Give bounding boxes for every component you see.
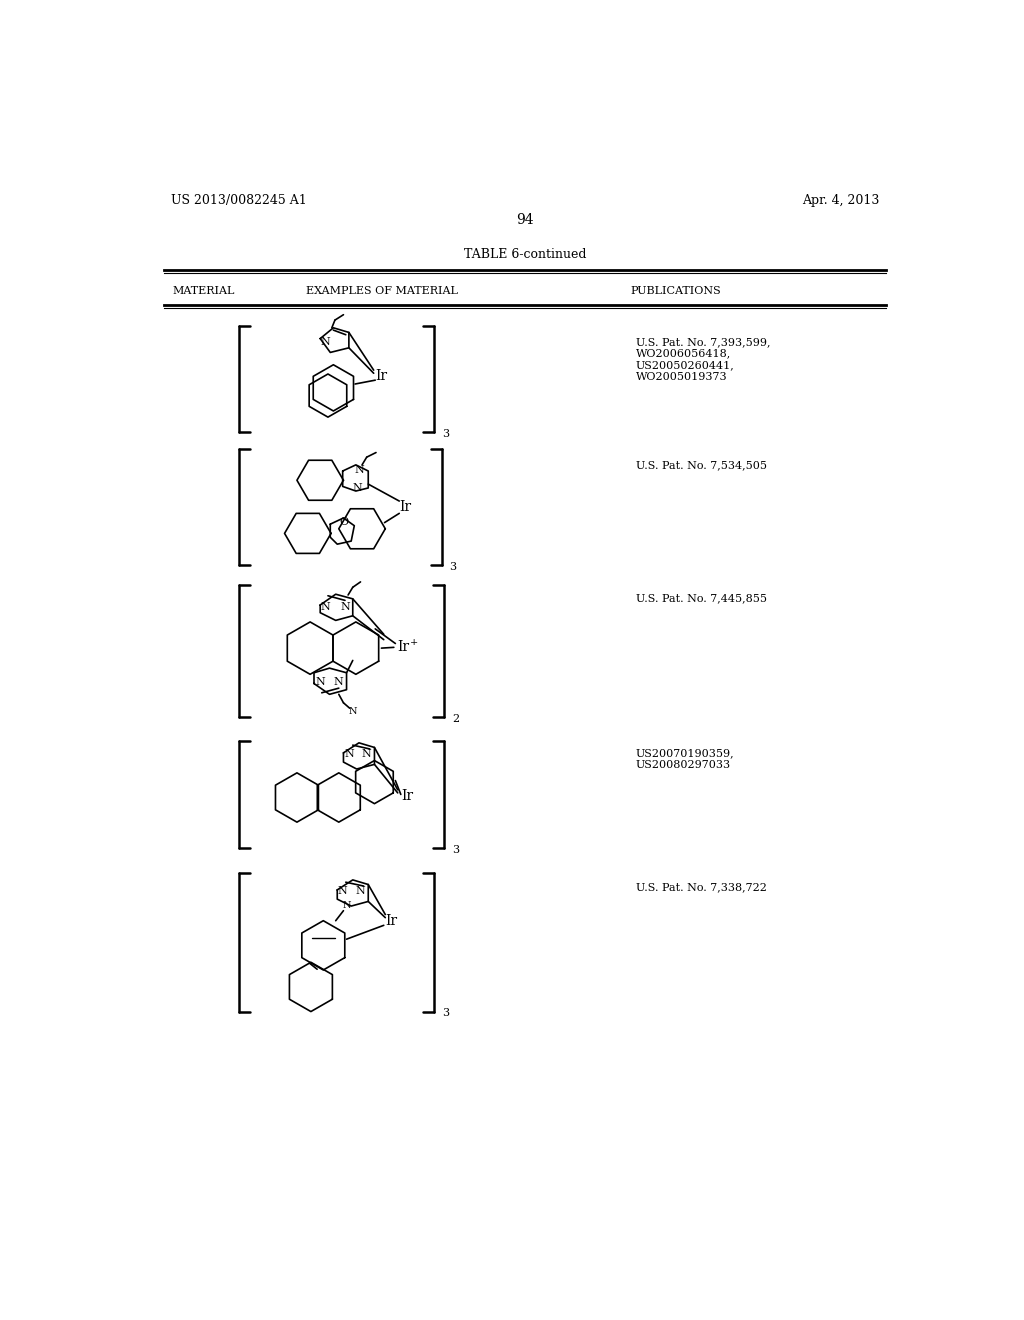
- Text: +: +: [410, 639, 418, 647]
- Text: N: N: [344, 750, 353, 759]
- Text: U.S. Pat. No. 7,393,599,
WO2006056418,
US20050260441,
WO2005019373: U.S. Pat. No. 7,393,599, WO2006056418, U…: [636, 337, 770, 381]
- Text: 3: 3: [442, 429, 449, 440]
- Text: Ir: Ir: [376, 370, 387, 383]
- Text: N: N: [334, 677, 344, 686]
- Text: US 2013/0082245 A1: US 2013/0082245 A1: [171, 194, 306, 207]
- Text: O: O: [340, 517, 349, 527]
- Text: US20070190359,
US20080297033: US20070190359, US20080297033: [636, 748, 734, 770]
- Text: 3: 3: [452, 845, 459, 855]
- Text: 2: 2: [452, 714, 459, 725]
- Text: 3: 3: [442, 1008, 449, 1019]
- Text: U.S. Pat. No. 7,445,855: U.S. Pat. No. 7,445,855: [636, 594, 767, 603]
- Text: N: N: [321, 602, 331, 612]
- Text: 3: 3: [450, 562, 457, 572]
- Text: N: N: [352, 483, 362, 492]
- Text: N: N: [315, 677, 325, 686]
- Text: N: N: [355, 887, 366, 896]
- Text: U.S. Pat. No. 7,338,722: U.S. Pat. No. 7,338,722: [636, 882, 767, 892]
- Text: MATERIAL: MATERIAL: [173, 286, 236, 296]
- Text: Ir: Ir: [397, 640, 410, 655]
- Text: N: N: [354, 465, 364, 475]
- Text: N: N: [338, 887, 347, 896]
- Text: EXAMPLES OF MATERIAL: EXAMPLES OF MATERIAL: [306, 286, 458, 296]
- Text: N: N: [361, 750, 372, 759]
- Text: N: N: [348, 706, 357, 715]
- Text: Ir: Ir: [399, 500, 412, 515]
- Text: 94: 94: [516, 213, 534, 227]
- Text: U.S. Pat. No. 7,534,505: U.S. Pat. No. 7,534,505: [636, 461, 767, 470]
- Text: TABLE 6-continued: TABLE 6-continued: [464, 248, 586, 261]
- Text: Ir: Ir: [401, 789, 413, 803]
- Text: Ir: Ir: [385, 913, 397, 928]
- Text: N: N: [321, 337, 331, 347]
- Text: N: N: [342, 900, 351, 909]
- Text: N: N: [340, 602, 350, 612]
- Text: Apr. 4, 2013: Apr. 4, 2013: [803, 194, 880, 207]
- Text: PUBLICATIONS: PUBLICATIONS: [630, 286, 721, 296]
